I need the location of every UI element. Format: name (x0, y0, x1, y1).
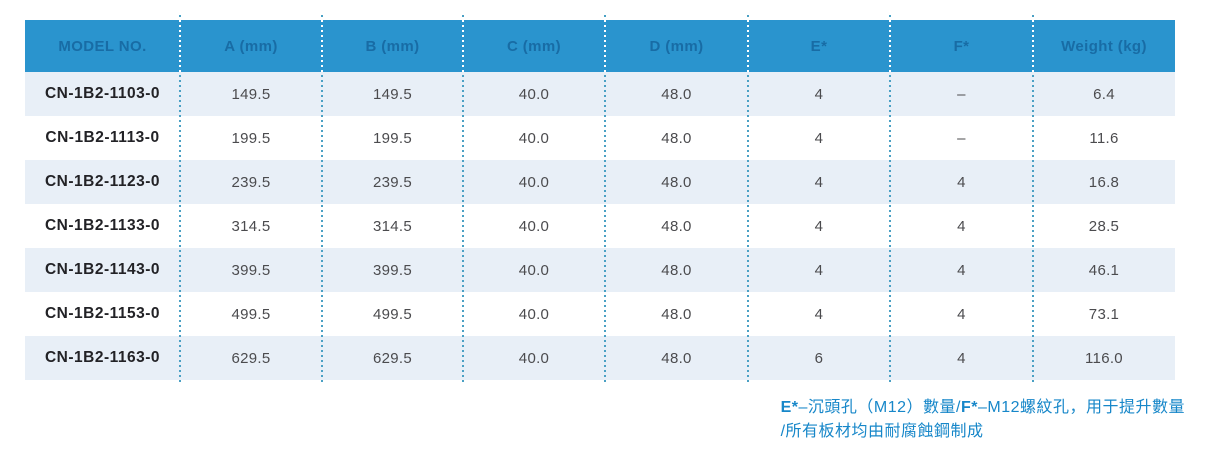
cell-a: 629.5 (180, 336, 322, 380)
table-header: MODEL NO. A (mm) B (mm) C (mm) D (mm) E* F* Wei… (25, 20, 1175, 72)
spec-table: MODEL NO. A (mm) B (mm) C (mm) D (mm) E* F* Wei… (25, 15, 1175, 385)
footnote-key: E* (780, 399, 799, 416)
cell-d: 48.0 (605, 116, 748, 160)
cell-b: 629.5 (322, 336, 463, 380)
cell-a: 399.5 (180, 248, 322, 292)
cell-model: CN-1B2-1113-0 (25, 116, 180, 160)
cell-d: 48.0 (605, 204, 748, 248)
column-header-f: F* (890, 20, 1033, 72)
footnote-segment: /所有板材均由耐腐蝕鋼制成 (780, 423, 984, 440)
cell-e: 4 (748, 72, 890, 116)
footnote: E*–沉頭孔（M12）數量/F*–M12螺紋孔，用于提升數量/所有板材均由耐腐蝕… (25, 396, 1185, 444)
cell-weight: 6.4 (1033, 72, 1175, 116)
cell-e: 4 (748, 160, 890, 204)
footnote-line: E*–沉頭孔（M12）數量/F*–M12螺紋孔，用于提升數量 (781, 396, 1185, 420)
column-header-e: E* (748, 20, 890, 72)
cell-model: CN-1B2-1133-0 (25, 204, 180, 248)
table-row: CN-1B2-1123-0 239.5 239.5 40.0 48.0 4 4 16.8 (25, 160, 1175, 204)
cell-a: 499.5 (180, 292, 322, 336)
cell-c: 40.0 (463, 72, 605, 116)
cell-b: 399.5 (322, 248, 463, 292)
cell-b: 149.5 (322, 72, 463, 116)
cell-weight: 46.1 (1033, 248, 1175, 292)
footnote-key: F* (960, 399, 978, 416)
cell-d: 48.0 (605, 292, 748, 336)
cell-b: 199.5 (322, 116, 463, 160)
cell-c: 40.0 (463, 336, 605, 380)
cell-b: 239.5 (322, 160, 463, 204)
header-row: MODEL NO. A (mm) B (mm) C (mm) D (mm) E* F* Wei… (25, 20, 1175, 72)
cell-f: 4 (890, 160, 1033, 204)
spec-table-grid: MODEL NO. A (mm) B (mm) C (mm) D (mm) E* F* Wei… (25, 20, 1175, 380)
column-header-model: MODEL NO. (25, 20, 180, 72)
table-row: CN-1B2-1143-0 399.5 399.5 40.0 48.0 4 4 46.1 (25, 248, 1175, 292)
column-header-d: D (mm) (605, 20, 748, 72)
cell-a: 314.5 (180, 204, 322, 248)
cell-c: 40.0 (463, 248, 605, 292)
column-header-b: B (mm) (322, 20, 463, 72)
cell-c: 40.0 (463, 160, 605, 204)
cell-a: 239.5 (180, 160, 322, 204)
table-row: CN-1B2-1133-0 314.5 314.5 40.0 48.0 4 4 28.5 (25, 204, 1175, 248)
cell-b: 499.5 (322, 292, 463, 336)
footnote-segment: –沉頭孔（M12）數量/ (798, 399, 961, 416)
cell-f: – (890, 116, 1033, 160)
column-header-c: C (mm) (463, 20, 605, 72)
column-header-a: A (mm) (180, 20, 322, 72)
cell-model: CN-1B2-1153-0 (25, 292, 180, 336)
cell-f: – (890, 72, 1033, 116)
cell-model: CN-1B2-1123-0 (25, 160, 180, 204)
cell-f: 4 (890, 336, 1033, 380)
cell-c: 40.0 (463, 116, 605, 160)
cell-e: 6 (748, 336, 890, 380)
cell-model: CN-1B2-1163-0 (25, 336, 180, 380)
cell-weight: 116.0 (1033, 336, 1175, 380)
cell-e: 4 (748, 204, 890, 248)
footnote-text: E*–沉頭孔（M12）數量/F*–M12螺紋孔，用于提升數量/所有板材均由耐腐蝕… (781, 396, 1185, 444)
cell-a: 149.5 (180, 72, 322, 116)
table-row: CN-1B2-1113-0 199.5 199.5 40.0 48.0 4–11.6 (25, 116, 1175, 160)
cell-weight: 73.1 (1033, 292, 1175, 336)
table-row: CN-1B2-1163-0 629.5 629.5 40.0 48.0 6 4 116.0 (25, 336, 1175, 380)
cell-a: 199.5 (180, 116, 322, 160)
cell-model: CN-1B2-1143-0 (25, 248, 180, 292)
cell-d: 48.0 (605, 248, 748, 292)
cell-d: 48.0 (605, 160, 748, 204)
cell-f: 4 (890, 204, 1033, 248)
cell-d: 48.0 (605, 72, 748, 116)
cell-weight: 11.6 (1033, 116, 1175, 160)
cell-weight: 28.5 (1033, 204, 1175, 248)
footnote-segment: –M12螺紋孔，用于提升數量 (977, 399, 1185, 416)
cell-e: 4 (748, 248, 890, 292)
cell-weight: 16.8 (1033, 160, 1175, 204)
cell-b: 314.5 (322, 204, 463, 248)
cell-c: 40.0 (463, 204, 605, 248)
cell-c: 40.0 (463, 292, 605, 336)
cell-e: 4 (748, 292, 890, 336)
column-header-weight: Weight (kg) (1033, 20, 1175, 72)
table-row: CN-1B2-1103-0 149.5 149.5 40.0 48.0 4–6.4 (25, 72, 1175, 116)
table-row: CN-1B2-1153-0 499.5 499.5 40.0 48.0 4 4 73.1 (25, 292, 1175, 336)
footnote-line: /所有板材均由耐腐蝕鋼制成 (781, 420, 1185, 444)
cell-f: 4 (890, 292, 1033, 336)
cell-model: CN-1B2-1103-0 (25, 72, 180, 116)
cell-d: 48.0 (605, 336, 748, 380)
cell-e: 4 (748, 116, 890, 160)
cell-f: 4 (890, 248, 1033, 292)
